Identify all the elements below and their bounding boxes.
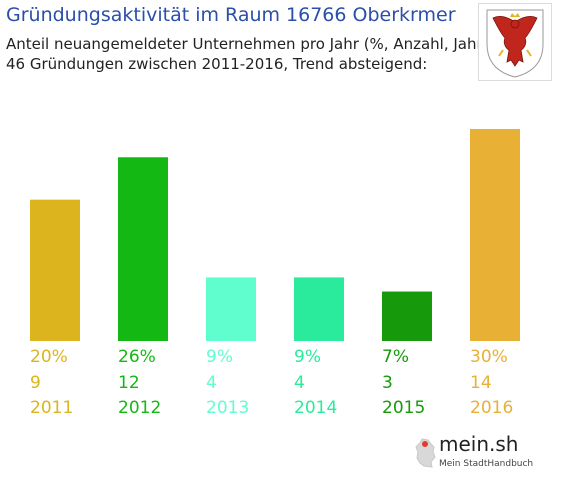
bar-2015 xyxy=(382,291,432,341)
bar-2016 xyxy=(470,129,520,341)
count-label: 12 xyxy=(118,373,140,393)
brandenburg-eagle-crest-icon xyxy=(478,3,552,81)
percent-label: 26% xyxy=(118,347,156,367)
bar-2011 xyxy=(30,199,80,341)
bar-2013 xyxy=(206,277,256,341)
count-label: 4 xyxy=(206,373,217,393)
count-label: 3 xyxy=(382,373,393,393)
year-tick-label: 2012 xyxy=(118,398,162,418)
year-tick-label: 2014 xyxy=(294,398,338,418)
chart-title: Gründungsaktivität im Raum 16766 Oberkrm… xyxy=(6,4,456,26)
year-tick-label: 2013 xyxy=(206,398,250,418)
chart-subtitle: Anteil neuangemeldeter Unternehmen pro J… xyxy=(6,35,489,53)
bar-2014 xyxy=(294,277,344,341)
bar-2012 xyxy=(118,157,168,341)
percent-label: 9% xyxy=(206,347,233,367)
chart-summary: 46 Gründungen zwischen 2011-2016, Trend … xyxy=(6,55,428,73)
logo-tagline: Mein StadtHandbuch xyxy=(439,459,534,469)
count-label: 14 xyxy=(470,373,492,393)
percent-label: 9% xyxy=(294,347,321,367)
year-tick-label: 2011 xyxy=(30,398,74,418)
percent-label: 7% xyxy=(382,347,409,367)
year-tick-label: 2016 xyxy=(470,398,514,418)
year-tick-label: 2015 xyxy=(382,398,426,418)
logo-name: mein.sh xyxy=(439,432,519,456)
count-label: 4 xyxy=(294,373,305,393)
percent-label: 20% xyxy=(30,347,68,367)
percent-label: 30% xyxy=(470,347,508,367)
germany-map-icon xyxy=(415,438,436,468)
count-label: 9 xyxy=(30,373,41,393)
mein-sh-logo: mein.sh Mein StadtHandbuch xyxy=(412,432,542,476)
